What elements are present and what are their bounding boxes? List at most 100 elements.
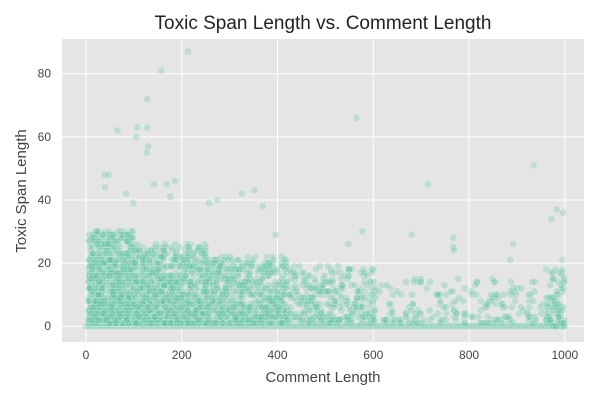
data-point <box>90 319 99 327</box>
data-point <box>129 243 138 252</box>
data-point <box>90 290 99 299</box>
data-point <box>96 290 105 299</box>
data-point <box>89 312 97 321</box>
data-point <box>307 293 316 302</box>
data-point <box>94 227 102 236</box>
data-point <box>169 284 177 293</box>
data-point <box>120 227 129 236</box>
data-point <box>122 306 131 315</box>
data-point <box>459 322 468 331</box>
data-point <box>105 230 114 239</box>
data-point <box>207 322 216 331</box>
data-point <box>118 300 126 308</box>
data-point <box>103 309 112 318</box>
data-point <box>536 322 545 331</box>
data-point <box>416 278 425 286</box>
data-point <box>98 309 106 318</box>
data-point <box>106 319 115 327</box>
data-point <box>528 278 536 286</box>
data-point <box>507 278 515 286</box>
data-point <box>129 287 138 296</box>
data-point <box>104 271 113 280</box>
data-point <box>99 237 108 245</box>
data-point <box>88 306 96 315</box>
data-point <box>342 300 351 308</box>
data-point <box>108 300 116 308</box>
data-point <box>88 290 97 299</box>
data-point <box>226 322 235 331</box>
data-point <box>506 256 515 264</box>
data-point <box>507 322 516 331</box>
data-point <box>97 319 105 327</box>
data-point <box>98 256 106 264</box>
data-point <box>120 306 129 315</box>
data-point <box>108 312 117 321</box>
data-point <box>104 316 113 324</box>
data-point <box>108 303 116 312</box>
data-point <box>128 312 136 321</box>
data-point <box>87 233 96 242</box>
data-point <box>128 312 137 321</box>
data-point <box>104 240 113 249</box>
data-point <box>135 312 144 321</box>
data-point <box>87 303 96 312</box>
data-point <box>194 316 202 324</box>
data-point <box>90 312 98 321</box>
data-point <box>118 309 127 318</box>
data-point <box>94 259 102 267</box>
data-point <box>94 309 103 318</box>
data-point <box>122 252 130 261</box>
data-point <box>490 278 499 286</box>
data-point <box>554 306 563 315</box>
data-point <box>110 300 119 308</box>
data-point <box>121 281 130 290</box>
data-point <box>121 319 130 327</box>
data-point <box>84 256 93 264</box>
data-point <box>102 316 110 324</box>
data-point <box>547 322 556 331</box>
data-point <box>95 297 104 305</box>
data-point <box>331 268 340 277</box>
data-point <box>381 316 390 324</box>
data-point <box>113 262 121 271</box>
data-point <box>125 319 133 327</box>
data-point <box>129 312 138 321</box>
data-point <box>166 192 175 201</box>
data-point <box>111 271 120 280</box>
data-point <box>110 281 118 290</box>
data-point <box>115 275 124 283</box>
data-point <box>422 284 431 293</box>
data-point <box>98 322 106 331</box>
data-point <box>118 281 127 290</box>
data-point <box>87 252 96 261</box>
data-point <box>272 265 281 274</box>
data-point <box>117 262 125 271</box>
data-point <box>104 170 113 179</box>
data-point <box>396 316 404 324</box>
data-point <box>400 322 409 331</box>
data-point <box>127 319 135 327</box>
data-point <box>114 281 123 290</box>
data-point <box>97 297 106 305</box>
data-point <box>111 262 120 271</box>
y-tick-label: 20 <box>38 256 52 270</box>
data-point <box>105 306 114 315</box>
data-point <box>106 322 114 331</box>
data-point <box>354 322 363 331</box>
data-point <box>107 287 115 296</box>
data-point <box>109 281 118 290</box>
data-point <box>139 252 148 261</box>
data-point <box>111 287 120 296</box>
data-point <box>124 300 133 308</box>
data-point <box>100 316 109 324</box>
data-point <box>542 322 550 331</box>
data-point <box>111 284 120 293</box>
data-point <box>95 316 104 324</box>
data-point <box>127 316 136 324</box>
data-point <box>96 312 104 321</box>
data-point <box>108 287 116 296</box>
data-point <box>92 271 101 280</box>
data-point <box>88 306 97 315</box>
data-point <box>121 293 129 302</box>
data-point <box>104 316 113 324</box>
